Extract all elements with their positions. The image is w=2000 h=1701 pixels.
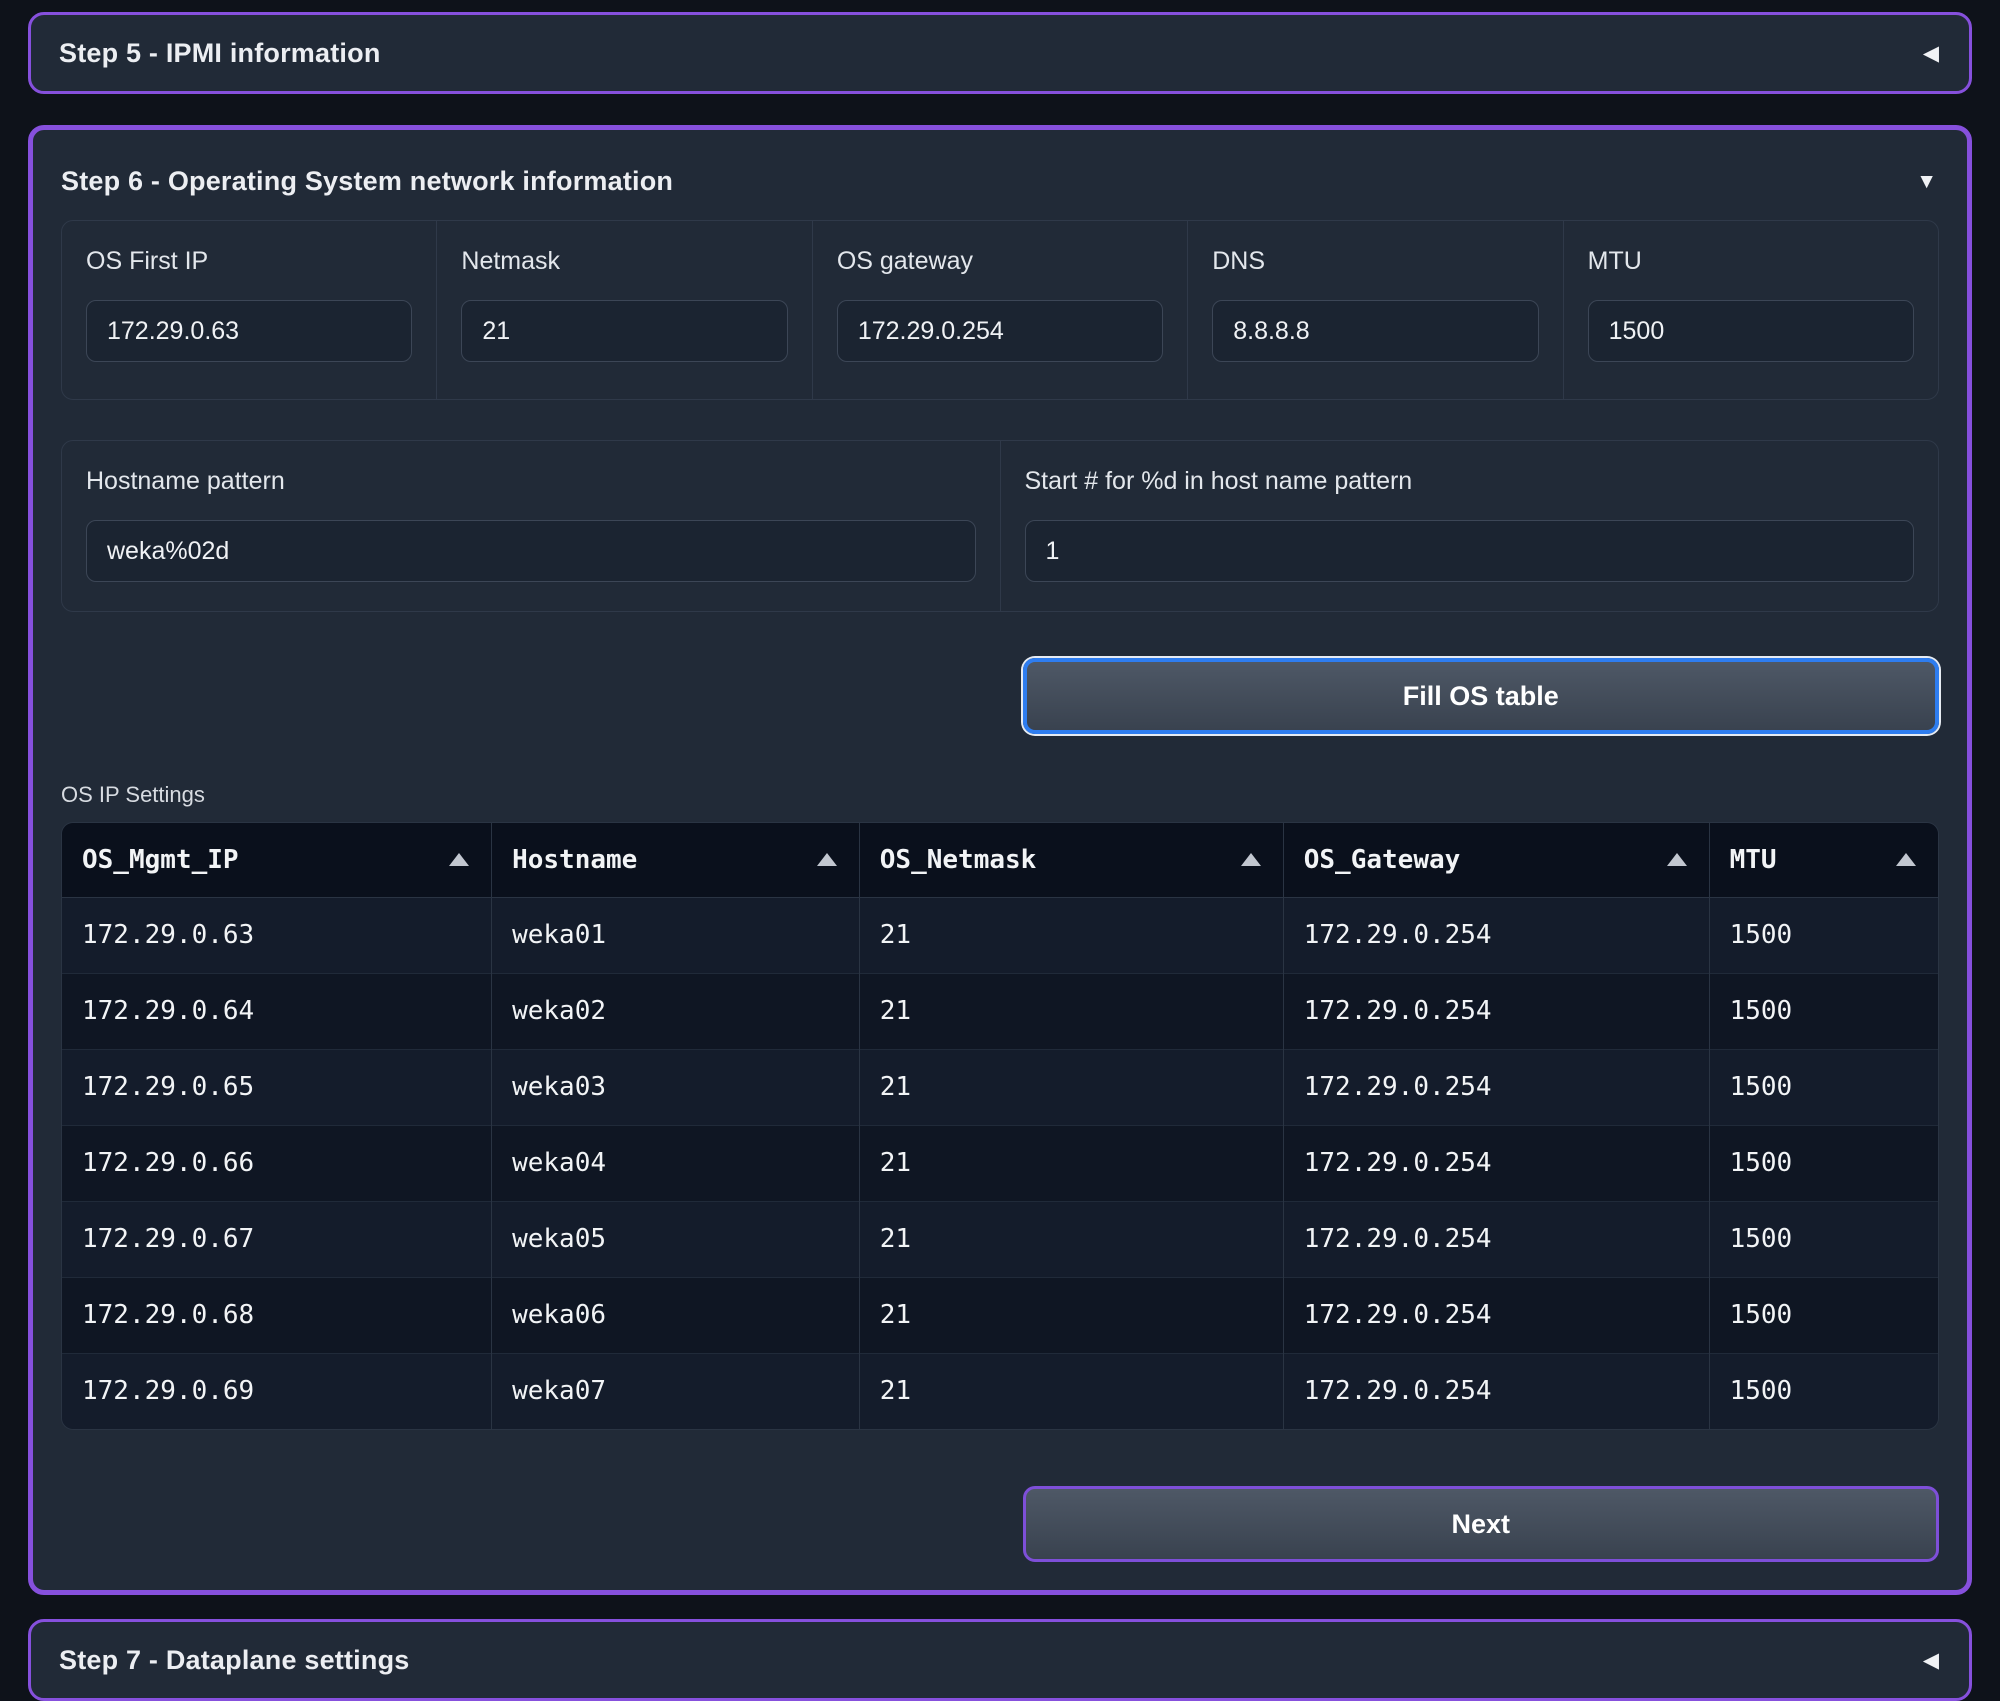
next-button[interactable]: Next (1023, 1486, 1939, 1562)
field-netmask: Netmask (436, 221, 811, 399)
dns-input[interactable] (1212, 300, 1538, 362)
step6-accordion-header[interactable]: Step 6 - Operating System network inform… (61, 150, 1939, 202)
table-cell: 21 (859, 1201, 1283, 1277)
start-number-label: Start # for %d in host name pattern (1025, 467, 1915, 496)
table-cell: 1500 (1709, 973, 1938, 1049)
os-ip-settings-table: OS_Mgmt_IP Hostname OS_Netmask OS_Gatewa… (61, 822, 1939, 1430)
table-cell: 1500 (1709, 1125, 1938, 1201)
step5-title: Step 5 - IPMI information (59, 38, 381, 69)
table-cell: 1500 (1709, 897, 1938, 973)
table-cell: 172.29.0.254 (1283, 1277, 1709, 1353)
table-row: 172.29.0.63weka0121172.29.0.2541500 (62, 897, 1938, 973)
table-cell: weka06 (492, 1277, 860, 1353)
sort-ascending-icon[interactable] (1241, 853, 1261, 866)
hostname-pattern-input[interactable] (86, 520, 976, 582)
column-header-os-gateway[interactable]: OS_Gateway (1283, 823, 1709, 897)
sort-ascending-icon[interactable] (817, 853, 837, 866)
field-start-number: Start # for %d in host name pattern (1000, 441, 1939, 611)
table-cell: 172.29.0.254 (1283, 1353, 1709, 1429)
table-cell: 172.29.0.69 (62, 1353, 492, 1429)
field-dns: DNS (1187, 221, 1562, 399)
hostname-pattern-label: Hostname pattern (86, 467, 976, 496)
table-row: 172.29.0.65weka0321172.29.0.2541500 (62, 1049, 1938, 1125)
field-mtu: MTU (1563, 221, 1938, 399)
table-cell: 21 (859, 1277, 1283, 1353)
table-row: 172.29.0.67weka0521172.29.0.2541500 (62, 1201, 1938, 1277)
table-cell: 21 (859, 1353, 1283, 1429)
hostname-fields-group: Hostname pattern Start # for %d in host … (61, 440, 1939, 612)
netmask-label: Netmask (461, 247, 787, 276)
table-cell: 172.29.0.65 (62, 1049, 492, 1125)
step7-title: Step 7 - Dataplane settings (59, 1645, 409, 1676)
table-cell: 172.29.0.68 (62, 1277, 492, 1353)
table-cell: 21 (859, 1125, 1283, 1201)
os-first-ip-input[interactable] (86, 300, 412, 362)
table-cell: 172.29.0.254 (1283, 973, 1709, 1049)
table-cell: 172.29.0.67 (62, 1201, 492, 1277)
field-os-gateway: OS gateway (812, 221, 1187, 399)
step6-title: Step 6 - Operating System network inform… (61, 166, 673, 197)
column-label: MTU (1730, 845, 1777, 875)
os-gateway-label: OS gateway (837, 247, 1163, 276)
table-cell: weka07 (492, 1353, 860, 1429)
table-cell: 172.29.0.63 (62, 897, 492, 973)
table-cell: weka02 (492, 973, 860, 1049)
table-cell: 172.29.0.254 (1283, 1201, 1709, 1277)
table-cell: weka05 (492, 1201, 860, 1277)
table-cell: weka03 (492, 1049, 860, 1125)
os-first-ip-label: OS First IP (86, 247, 412, 276)
table-cell: 21 (859, 973, 1283, 1049)
column-header-hostname[interactable]: Hostname (492, 823, 860, 897)
column-label: Hostname (512, 845, 637, 875)
table-cell: 1500 (1709, 1277, 1938, 1353)
os-gateway-input[interactable] (837, 300, 1163, 362)
dns-label: DNS (1212, 247, 1538, 276)
table-cell: 172.29.0.64 (62, 973, 492, 1049)
column-label: OS_Mgmt_IP (82, 845, 239, 875)
network-fields-group: OS First IP Netmask OS gateway DNS MTU (61, 220, 1939, 400)
field-hostname-pattern: Hostname pattern (62, 441, 1000, 611)
mtu-input[interactable] (1588, 300, 1914, 362)
table-cell: 21 (859, 897, 1283, 973)
table-cell: 1500 (1709, 1201, 1938, 1277)
table-cell: 172.29.0.254 (1283, 1049, 1709, 1125)
table-cell: 1500 (1709, 1049, 1938, 1125)
sort-ascending-icon[interactable] (1667, 853, 1687, 866)
table-cell: 172.29.0.254 (1283, 897, 1709, 973)
table-row: 172.29.0.69weka0721172.29.0.2541500 (62, 1353, 1938, 1429)
table-cell: 172.29.0.254 (1283, 1125, 1709, 1201)
table-row: 172.29.0.68weka0621172.29.0.2541500 (62, 1277, 1938, 1353)
expanded-caret-icon[interactable]: ▼ (1916, 171, 1937, 192)
sort-ascending-icon[interactable] (1896, 853, 1916, 866)
os-ip-settings-caption: OS IP Settings (61, 782, 1939, 808)
table-row: 172.29.0.66weka0421172.29.0.2541500 (62, 1125, 1938, 1201)
column-label: OS_Gateway (1304, 845, 1461, 875)
column-header-os-netmask[interactable]: OS_Netmask (859, 823, 1283, 897)
table-cell: 172.29.0.66 (62, 1125, 492, 1201)
table-cell: weka04 (492, 1125, 860, 1201)
step5-accordion-header[interactable]: Step 5 - IPMI information ◀ (28, 12, 1972, 94)
column-label: OS_Netmask (880, 845, 1037, 875)
column-header-mtu[interactable]: MTU (1709, 823, 1938, 897)
netmask-input[interactable] (461, 300, 787, 362)
step7-accordion-header[interactable]: Step 7 - Dataplane settings ◀ (28, 1619, 1972, 1701)
collapsed-caret-icon[interactable]: ◀ (1923, 43, 1939, 64)
table-row: 172.29.0.64weka0221172.29.0.2541500 (62, 973, 1938, 1049)
sort-ascending-icon[interactable] (449, 853, 469, 866)
os-table-body: 172.29.0.63weka0121172.29.0.2541500172.2… (62, 897, 1938, 1429)
mtu-label: MTU (1588, 247, 1914, 276)
step6-accordion-panel: Step 6 - Operating System network inform… (28, 125, 1972, 1595)
table-cell: 21 (859, 1049, 1283, 1125)
table-cell: 1500 (1709, 1353, 1938, 1429)
table-header-row: OS_Mgmt_IP Hostname OS_Netmask OS_Gatewa… (62, 823, 1938, 897)
table-cell: weka01 (492, 897, 860, 973)
fill-os-table-button[interactable]: Fill OS table (1023, 658, 1939, 734)
field-os-first-ip: OS First IP (62, 221, 436, 399)
collapsed-caret-icon[interactable]: ◀ (1923, 1650, 1939, 1671)
start-number-input[interactable] (1025, 520, 1915, 582)
column-header-os-mgmt-ip[interactable]: OS_Mgmt_IP (62, 823, 492, 897)
